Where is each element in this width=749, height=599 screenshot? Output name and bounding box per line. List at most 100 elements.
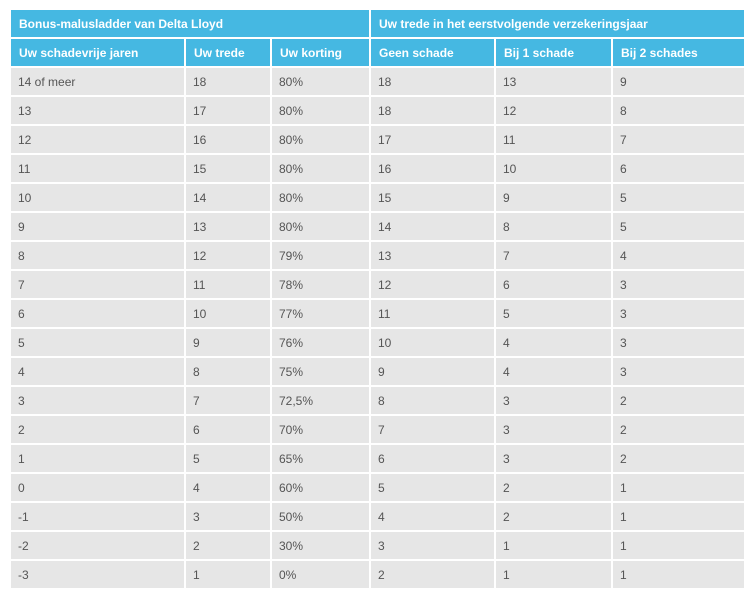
group-header-row: Bonus-malusladder van Delta Lloyd Uw tre… [11, 10, 744, 37]
no-claim-step-cell: 18 [371, 68, 494, 95]
no-claim-step-cell: 18 [371, 97, 494, 124]
one-claim-step-cell: 4 [496, 358, 611, 385]
claim-free-years-cell: 1 [11, 445, 184, 472]
step-cell: 11 [186, 271, 270, 298]
no-claim-step-cell: 8 [371, 387, 494, 414]
table-row: 1 5 65% 6 3 2 [11, 445, 744, 472]
claim-free-years-cell: 4 [11, 358, 184, 385]
table-row: 11 15 80% 16 10 6 [11, 155, 744, 182]
table-row: 7 11 78% 12 6 3 [11, 271, 744, 298]
claim-free-years-cell: -2 [11, 532, 184, 559]
step-cell: 12 [186, 242, 270, 269]
step-cell: 1 [186, 561, 270, 588]
one-claim-step-cell: 3 [496, 445, 611, 472]
claim-free-years-cell: 12 [11, 126, 184, 153]
claim-free-years-cell: -3 [11, 561, 184, 588]
two-claims-step-cell: 2 [613, 387, 744, 414]
claim-free-years-cell: 0 [11, 474, 184, 501]
step-cell: 7 [186, 387, 270, 414]
table-row: 13 17 80% 18 12 8 [11, 97, 744, 124]
claim-free-years-cell: 5 [11, 329, 184, 356]
no-claim-step-cell: 14 [371, 213, 494, 240]
two-claims-step-cell: 4 [613, 242, 744, 269]
step-cell: 4 [186, 474, 270, 501]
discount-cell: 80% [272, 126, 369, 153]
two-claims-step-cell: 1 [613, 503, 744, 530]
no-claim-step-cell: 3 [371, 532, 494, 559]
no-claim-step-cell: 15 [371, 184, 494, 211]
column-header-no-claim: Geen schade [371, 39, 494, 66]
two-claims-step-cell: 3 [613, 329, 744, 356]
discount-cell: 50% [272, 503, 369, 530]
two-claims-step-cell: 6 [613, 155, 744, 182]
no-claim-step-cell: 4 [371, 503, 494, 530]
discount-cell: 80% [272, 97, 369, 124]
step-cell: 5 [186, 445, 270, 472]
two-claims-step-cell: 2 [613, 445, 744, 472]
two-claims-step-cell: 3 [613, 358, 744, 385]
discount-cell: 80% [272, 184, 369, 211]
discount-cell: 80% [272, 213, 369, 240]
no-claim-step-cell: 9 [371, 358, 494, 385]
two-claims-step-cell: 3 [613, 271, 744, 298]
discount-cell: 77% [272, 300, 369, 327]
claim-free-years-cell: 13 [11, 97, 184, 124]
no-claim-step-cell: 2 [371, 561, 494, 588]
claim-free-years-cell: 3 [11, 387, 184, 414]
step-cell: 16 [186, 126, 270, 153]
claim-free-years-cell: 10 [11, 184, 184, 211]
claim-free-years-cell: 9 [11, 213, 184, 240]
one-claim-step-cell: 13 [496, 68, 611, 95]
step-cell: 14 [186, 184, 270, 211]
column-header-two-claims: Bij 2 schades [613, 39, 744, 66]
bonus-malus-table: Bonus-malusladder van Delta Lloyd Uw tre… [9, 8, 746, 590]
table-row: -3 1 0% 2 1 1 [11, 561, 744, 588]
one-claim-step-cell: 10 [496, 155, 611, 182]
table-row: 9 13 80% 14 8 5 [11, 213, 744, 240]
table-title: Bonus-malusladder van Delta Lloyd [11, 10, 369, 37]
one-claim-step-cell: 4 [496, 329, 611, 356]
claim-free-years-cell: 7 [11, 271, 184, 298]
two-claims-step-cell: 5 [613, 184, 744, 211]
one-claim-step-cell: 7 [496, 242, 611, 269]
claim-free-years-cell: -1 [11, 503, 184, 530]
column-header-row: Uw schadevrije jaren Uw trede Uw korting… [11, 39, 744, 66]
no-claim-step-cell: 13 [371, 242, 494, 269]
table-row: 8 12 79% 13 7 4 [11, 242, 744, 269]
no-claim-step-cell: 11 [371, 300, 494, 327]
step-cell: 13 [186, 213, 270, 240]
step-cell: 10 [186, 300, 270, 327]
two-claims-step-cell: 1 [613, 561, 744, 588]
no-claim-step-cell: 6 [371, 445, 494, 472]
discount-cell: 76% [272, 329, 369, 356]
two-claims-step-cell: 1 [613, 474, 744, 501]
one-claim-step-cell: 11 [496, 126, 611, 153]
table-row: -1 3 50% 4 2 1 [11, 503, 744, 530]
discount-cell: 65% [272, 445, 369, 472]
step-cell: 3 [186, 503, 270, 530]
table-row: 5 9 76% 10 4 3 [11, 329, 744, 356]
one-claim-step-cell: 5 [496, 300, 611, 327]
no-claim-step-cell: 5 [371, 474, 494, 501]
step-cell: 18 [186, 68, 270, 95]
table-body: 14 of meer 18 80% 18 13 9 13 17 80% 18 12 8 12 16 80% 1… [11, 68, 744, 588]
discount-cell: 60% [272, 474, 369, 501]
table-row: 3 7 72,5% 8 3 2 [11, 387, 744, 414]
one-claim-step-cell: 2 [496, 503, 611, 530]
discount-cell: 79% [272, 242, 369, 269]
one-claim-step-cell: 9 [496, 184, 611, 211]
discount-cell: 80% [272, 155, 369, 182]
step-cell: 2 [186, 532, 270, 559]
one-claim-step-cell: 1 [496, 561, 611, 588]
two-claims-step-cell: 3 [613, 300, 744, 327]
discount-cell: 78% [272, 271, 369, 298]
table-row: 6 10 77% 11 5 3 [11, 300, 744, 327]
no-claim-step-cell: 7 [371, 416, 494, 443]
step-cell: 6 [186, 416, 270, 443]
one-claim-step-cell: 6 [496, 271, 611, 298]
discount-cell: 80% [272, 68, 369, 95]
step-cell: 9 [186, 329, 270, 356]
one-claim-step-cell: 8 [496, 213, 611, 240]
one-claim-step-cell: 1 [496, 532, 611, 559]
claim-free-years-cell: 2 [11, 416, 184, 443]
